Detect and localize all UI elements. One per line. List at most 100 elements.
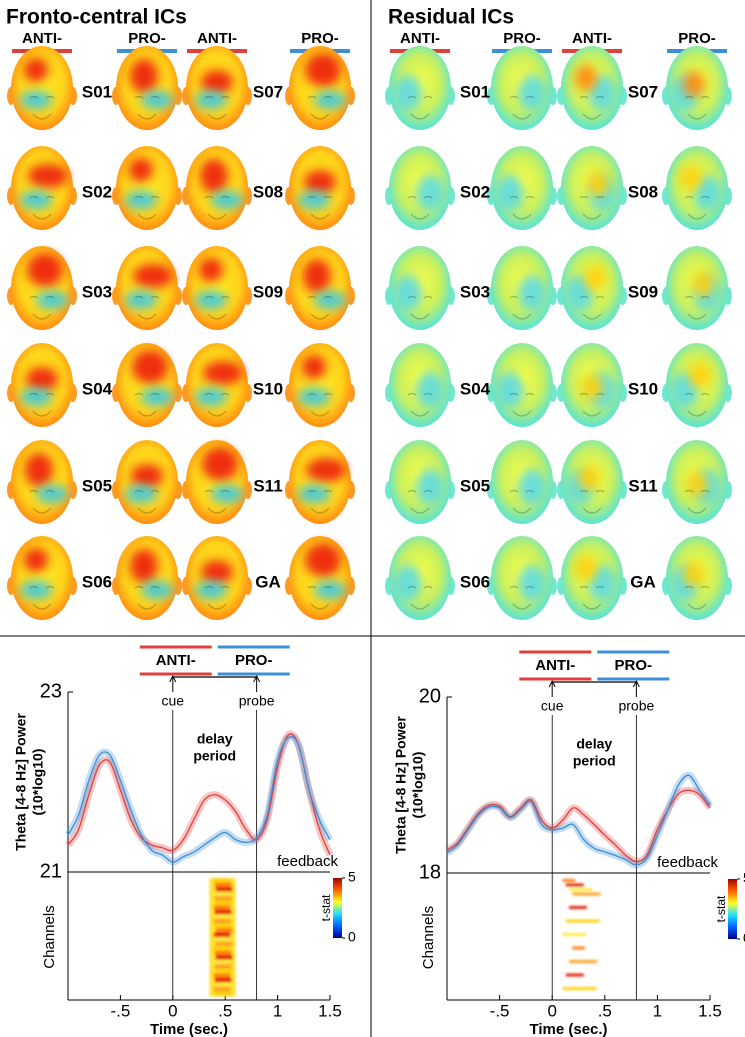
coldspot <box>125 191 157 209</box>
hotspot <box>25 453 53 487</box>
face <box>684 195 710 220</box>
heatmap-cell <box>214 964 232 970</box>
head-topography <box>662 440 732 524</box>
head-topography <box>385 46 455 130</box>
y-tick-label: 18 <box>419 861 441 883</box>
head-topography <box>557 246 627 330</box>
subject-label: S10 <box>253 379 283 398</box>
hotspot <box>201 560 233 584</box>
subject-label: S07 <box>628 82 658 101</box>
heatmap <box>209 878 236 997</box>
head-topography <box>385 536 455 620</box>
coldspot <box>314 581 346 599</box>
colorbar-tick-label: 0 <box>743 930 745 946</box>
face <box>29 95 55 120</box>
coldspot <box>195 91 227 109</box>
face <box>134 195 160 220</box>
subject-label: S09 <box>253 282 283 301</box>
head <box>11 46 73 130</box>
face <box>29 195 55 220</box>
coldspot <box>141 91 173 109</box>
subject-label: S06 <box>82 572 112 591</box>
face <box>407 295 433 320</box>
head-topography <box>7 46 77 130</box>
subject-label: GA <box>630 572 656 591</box>
heatmap-cell <box>562 987 597 990</box>
coldspot <box>298 388 330 406</box>
face <box>684 392 710 417</box>
hotspot <box>202 447 238 481</box>
y-axis-label: Theta [4-8 Hz] Power <box>13 713 29 851</box>
period-label: delay <box>576 736 612 752</box>
coldspot <box>518 565 546 601</box>
hotspot <box>578 465 600 491</box>
head-topography <box>112 146 182 230</box>
heatmap-cell <box>215 927 233 933</box>
heatmap-cell <box>569 906 587 909</box>
coldspot <box>416 175 444 211</box>
heatmap-cell <box>213 986 231 992</box>
coldspot <box>298 485 330 503</box>
hotspot <box>201 70 233 94</box>
face <box>29 585 55 610</box>
series-line <box>67 733 331 856</box>
head <box>116 146 178 230</box>
heatmap-cell <box>214 991 232 997</box>
hotspot <box>575 555 597 581</box>
colorbar-tick-label: 0 <box>348 929 356 945</box>
hotspot <box>587 171 609 197</box>
hotspot <box>200 159 228 193</box>
hotspot <box>132 350 168 384</box>
legend-label: PRO- <box>615 657 653 674</box>
face <box>407 489 433 514</box>
y-tick-label: 23 <box>40 680 62 702</box>
face <box>407 195 433 220</box>
face <box>407 585 433 610</box>
colorbar-label: t-stat <box>714 895 728 922</box>
y-axis-label: (10*log10) <box>30 749 46 816</box>
hotspot <box>304 170 336 194</box>
head-topography <box>7 343 77 427</box>
heatmap-cell <box>213 905 231 911</box>
hotspot <box>302 355 326 379</box>
face <box>134 489 160 514</box>
head-topography <box>182 536 252 620</box>
face <box>509 95 535 120</box>
x-tick-label: -.5 <box>490 1001 510 1020</box>
head-topography <box>385 246 455 330</box>
coldspot <box>20 581 52 599</box>
head <box>116 246 178 330</box>
head-topography <box>285 246 355 330</box>
heatmap-cell <box>213 918 231 924</box>
face <box>684 585 710 610</box>
coldspot <box>211 485 243 503</box>
face <box>579 489 605 514</box>
subject-label: S10 <box>628 379 658 398</box>
face <box>204 95 230 120</box>
head-topography <box>385 343 455 427</box>
face <box>307 489 333 514</box>
hotspot <box>581 374 603 400</box>
heatmap-cell <box>213 959 231 965</box>
hotspot <box>683 71 705 97</box>
heatmap-cell <box>214 909 232 915</box>
face <box>579 392 605 417</box>
y-axis-label: Theta [4-8 Hz] Power <box>393 716 409 854</box>
series-line <box>67 736 331 863</box>
head-topography <box>285 146 355 230</box>
face <box>509 195 535 220</box>
legend-label: ANTI- <box>156 652 196 669</box>
colorbar-label: t-stat <box>319 894 333 921</box>
heatmap-cell <box>565 919 600 923</box>
heatmap-cell <box>214 923 232 929</box>
hotspot <box>27 253 63 287</box>
condition-label: PRO- <box>301 30 339 47</box>
condition-label: ANTI- <box>22 30 62 47</box>
hotspot <box>28 164 68 188</box>
head <box>11 536 73 620</box>
heatmap-cell <box>214 977 232 983</box>
face <box>29 489 55 514</box>
subject-label: S08 <box>628 182 658 201</box>
heatmap-cell <box>213 891 231 897</box>
